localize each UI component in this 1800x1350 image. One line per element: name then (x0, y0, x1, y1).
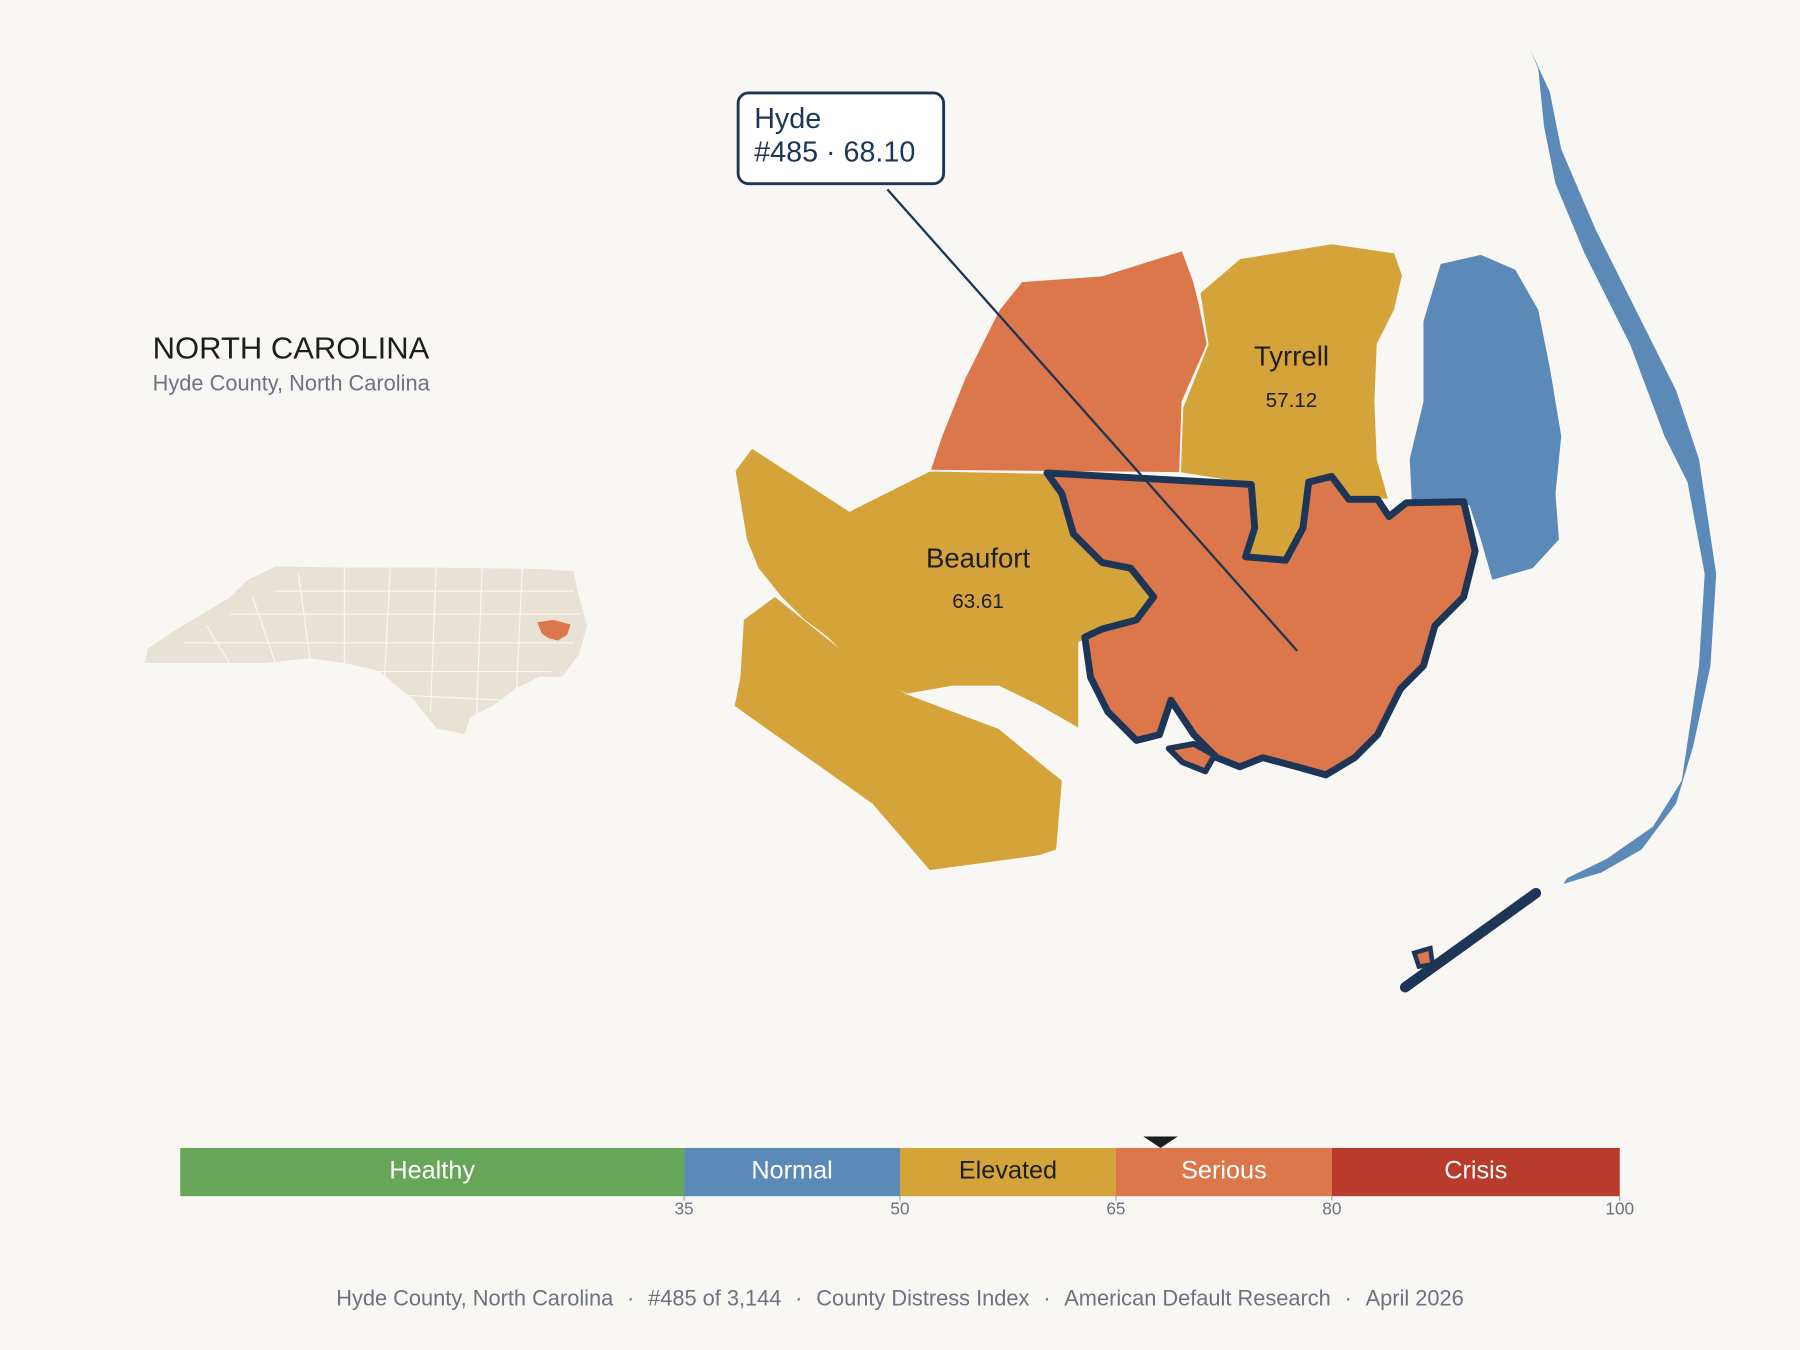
inset-map (143, 565, 589, 736)
footer-item: Hyde County, North Carolina (336, 1285, 614, 1310)
callout-box (736, 91, 946, 186)
footer-separator: · (1345, 1285, 1352, 1310)
callout-leader (886, 188, 1299, 652)
county-washington (928, 249, 1209, 474)
footer: Hyde County, North Carolina · #485 of 3,14… (336, 1285, 1464, 1310)
hyde-island-patch (1165, 741, 1218, 775)
scale-tick-label: 65 (1106, 1198, 1125, 1218)
scale-tick-label: 80 (1322, 1198, 1341, 1218)
scale-segment (180, 1147, 685, 1197)
footer-separator: · (795, 1285, 802, 1310)
footer-item: April 2026 (1366, 1285, 1464, 1310)
county-lines (183, 567, 580, 718)
scale-tick-label: 50 (890, 1198, 909, 1218)
scale-segment (684, 1147, 900, 1197)
scale-label: Crisis (1444, 1157, 1507, 1185)
scale-label: Serious (1181, 1157, 1267, 1185)
title: NORTH CAROLINA (153, 330, 430, 365)
scale-segment (1331, 1147, 1620, 1197)
scale-label: Healthy (389, 1157, 475, 1185)
county-map (733, 49, 1717, 993)
highlight-county (537, 619, 571, 641)
county-name: Beaufort (926, 542, 1030, 573)
scale-segment (1115, 1147, 1332, 1197)
scale-tick-label: 35 (674, 1198, 693, 1218)
scale-tick-label: 100 (1605, 1198, 1634, 1218)
scale-label: Elevated (959, 1157, 1057, 1185)
scale-segment (900, 1147, 1116, 1197)
county-dare-banks (1530, 49, 1717, 884)
county-name: Tyrrell (1254, 340, 1329, 371)
distress-scale: Healthy Normal Elevated Serious Crisis 35 50 65… (180, 1136, 1634, 1218)
hyde-island-patch (1411, 945, 1436, 970)
county-pamlico (734, 596, 1062, 871)
hyde-island (1399, 887, 1542, 993)
callout-name: Hyde (754, 103, 821, 135)
county-value: 63.61 (952, 590, 1004, 613)
footer-item: County Distress Index (816, 1285, 1029, 1310)
footer-separator: · (627, 1285, 634, 1310)
county-hyde (1043, 469, 1479, 779)
footer-separator: · (1043, 1285, 1050, 1310)
scale-label: Normal (751, 1157, 832, 1185)
footer-item: #485 of 3,144 (648, 1285, 781, 1310)
subtitle: Hyde County, North Carolina (153, 370, 431, 395)
score-marker (1143, 1136, 1178, 1148)
county-value: 57.12 (1266, 389, 1318, 412)
county-dare-mainland (1409, 254, 1562, 580)
footer-item: American Default Research (1064, 1285, 1331, 1310)
callout-detail: #485 · 68.10 (754, 136, 915, 168)
